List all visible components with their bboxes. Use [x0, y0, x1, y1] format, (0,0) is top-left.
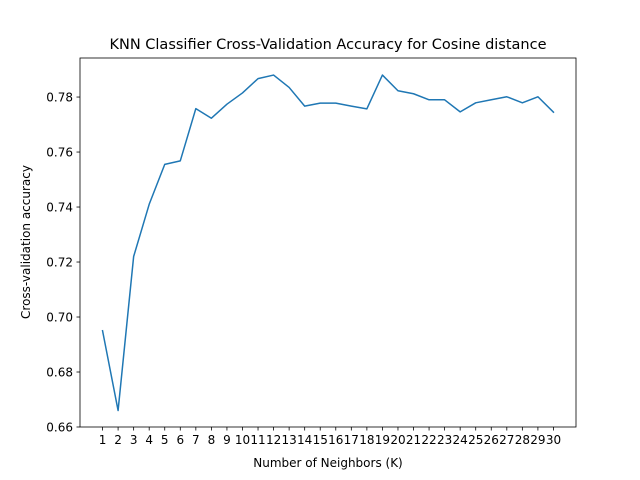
x-tick-label: 12	[266, 433, 281, 447]
x-tick-label: 1	[99, 433, 107, 447]
y-tick-label: 0.68	[46, 365, 73, 379]
x-tick-label: 29	[530, 433, 545, 447]
y-tick-label: 0.70	[46, 310, 73, 324]
x-tick-label: 28	[515, 433, 530, 447]
x-tick-label: 17	[344, 433, 359, 447]
x-tick-label: 22	[421, 433, 436, 447]
x-tick-label: 10	[235, 433, 250, 447]
x-tick-label: 23	[437, 433, 452, 447]
x-tick-label: 25	[468, 433, 483, 447]
x-tick-label: 15	[313, 433, 328, 447]
x-axis: 1 2 3 4 5 6 7 8 9 10 11 12 13 14 15 16 17 18 19 20 21 22 23 24 2…	[99, 427, 561, 447]
x-tick-label: 5	[161, 433, 169, 447]
x-tick-label: 4	[145, 433, 153, 447]
plot-frame	[79, 57, 577, 428]
x-tick-label: 9	[223, 433, 231, 447]
x-tick-label: 6	[176, 433, 184, 447]
y-tick-label: 0.66	[46, 420, 73, 434]
x-tick-label: 19	[375, 433, 390, 447]
x-tick-label: 11	[250, 433, 265, 447]
x-tick-label: 8	[208, 433, 216, 447]
x-tick-label: 13	[281, 433, 296, 447]
x-tick-label: 20	[390, 433, 405, 447]
x-tick-label: 21	[406, 433, 421, 447]
y-axis: 0.66 0.68 0.70 0.72 0.74 0.76 0.78	[46, 90, 80, 434]
plot-area	[101, 74, 555, 412]
series-line	[101, 74, 555, 412]
y-tick-label: 0.78	[46, 90, 73, 104]
x-tick-label: 26	[484, 433, 499, 447]
x-tick-label: 2	[114, 433, 122, 447]
y-tick-label: 0.74	[46, 200, 73, 214]
y-tick-label: 0.72	[46, 255, 73, 269]
x-axis-title: Number of Neighbors (K)	[253, 456, 403, 470]
y-tick-label: 0.76	[46, 145, 73, 159]
y-axis-title: Cross-validation accuracy	[19, 165, 33, 319]
x-tick-label: 18	[359, 433, 374, 447]
x-tick-label: 27	[499, 433, 514, 447]
x-tick-label: 24	[453, 433, 468, 447]
x-tick-label: 14	[297, 433, 312, 447]
chart-title: KNN Classifier Cross-Validation Accuracy…	[109, 37, 546, 53]
x-tick-label: 16	[328, 433, 343, 447]
x-tick-label: 3	[130, 433, 138, 447]
x-tick-label: 7	[192, 433, 200, 447]
x-tick-label: 30	[546, 433, 561, 447]
